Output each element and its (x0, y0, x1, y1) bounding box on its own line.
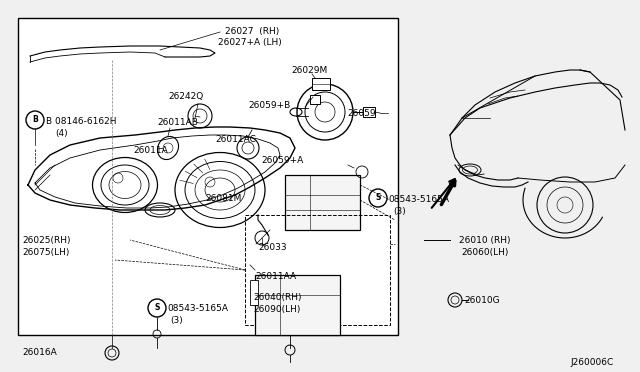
Text: 26010 (RH): 26010 (RH) (459, 236, 511, 245)
Text: 26029M: 26029M (291, 66, 327, 75)
Text: 26016A: 26016A (22, 348, 57, 357)
Text: 26075(LH): 26075(LH) (22, 248, 69, 257)
Text: 26025(RH): 26025(RH) (22, 236, 70, 245)
Text: S: S (375, 193, 381, 202)
Text: J260006C: J260006C (570, 358, 613, 367)
Text: 08543-5165A: 08543-5165A (388, 195, 449, 204)
FancyBboxPatch shape (312, 78, 330, 90)
Text: 26090(LH): 26090(LH) (253, 305, 300, 314)
FancyBboxPatch shape (255, 275, 340, 335)
Text: 26242Q: 26242Q (168, 92, 204, 101)
Text: 26011A: 26011A (133, 146, 168, 155)
FancyBboxPatch shape (363, 107, 375, 117)
Text: 26011AC: 26011AC (215, 135, 256, 144)
Bar (245, 215, 390, 325)
Text: 26033: 26033 (258, 243, 287, 252)
Text: 26011AB: 26011AB (157, 118, 198, 127)
FancyBboxPatch shape (310, 95, 320, 104)
Text: 26059: 26059 (347, 109, 376, 118)
Text: 26081M: 26081M (205, 194, 241, 203)
FancyBboxPatch shape (18, 18, 398, 335)
Text: 26011AA: 26011AA (255, 272, 296, 281)
Text: 26010G: 26010G (464, 296, 500, 305)
Text: (3): (3) (170, 316, 183, 325)
Text: 26059+A: 26059+A (261, 156, 303, 165)
Text: 26059+B: 26059+B (248, 101, 291, 110)
Text: (4): (4) (55, 129, 68, 138)
Text: 26027  (RH): 26027 (RH) (225, 27, 279, 36)
FancyBboxPatch shape (285, 175, 360, 230)
Text: 26060(LH): 26060(LH) (461, 248, 508, 257)
Text: B 08146-6162H: B 08146-6162H (46, 117, 116, 126)
Text: 26027+A (LH): 26027+A (LH) (218, 38, 282, 47)
Text: 26040(RH): 26040(RH) (253, 293, 301, 302)
Text: S: S (154, 303, 160, 312)
FancyBboxPatch shape (250, 280, 258, 305)
Text: B: B (32, 115, 38, 124)
Text: (3): (3) (393, 207, 406, 216)
Text: 08543-5165A: 08543-5165A (167, 304, 228, 313)
